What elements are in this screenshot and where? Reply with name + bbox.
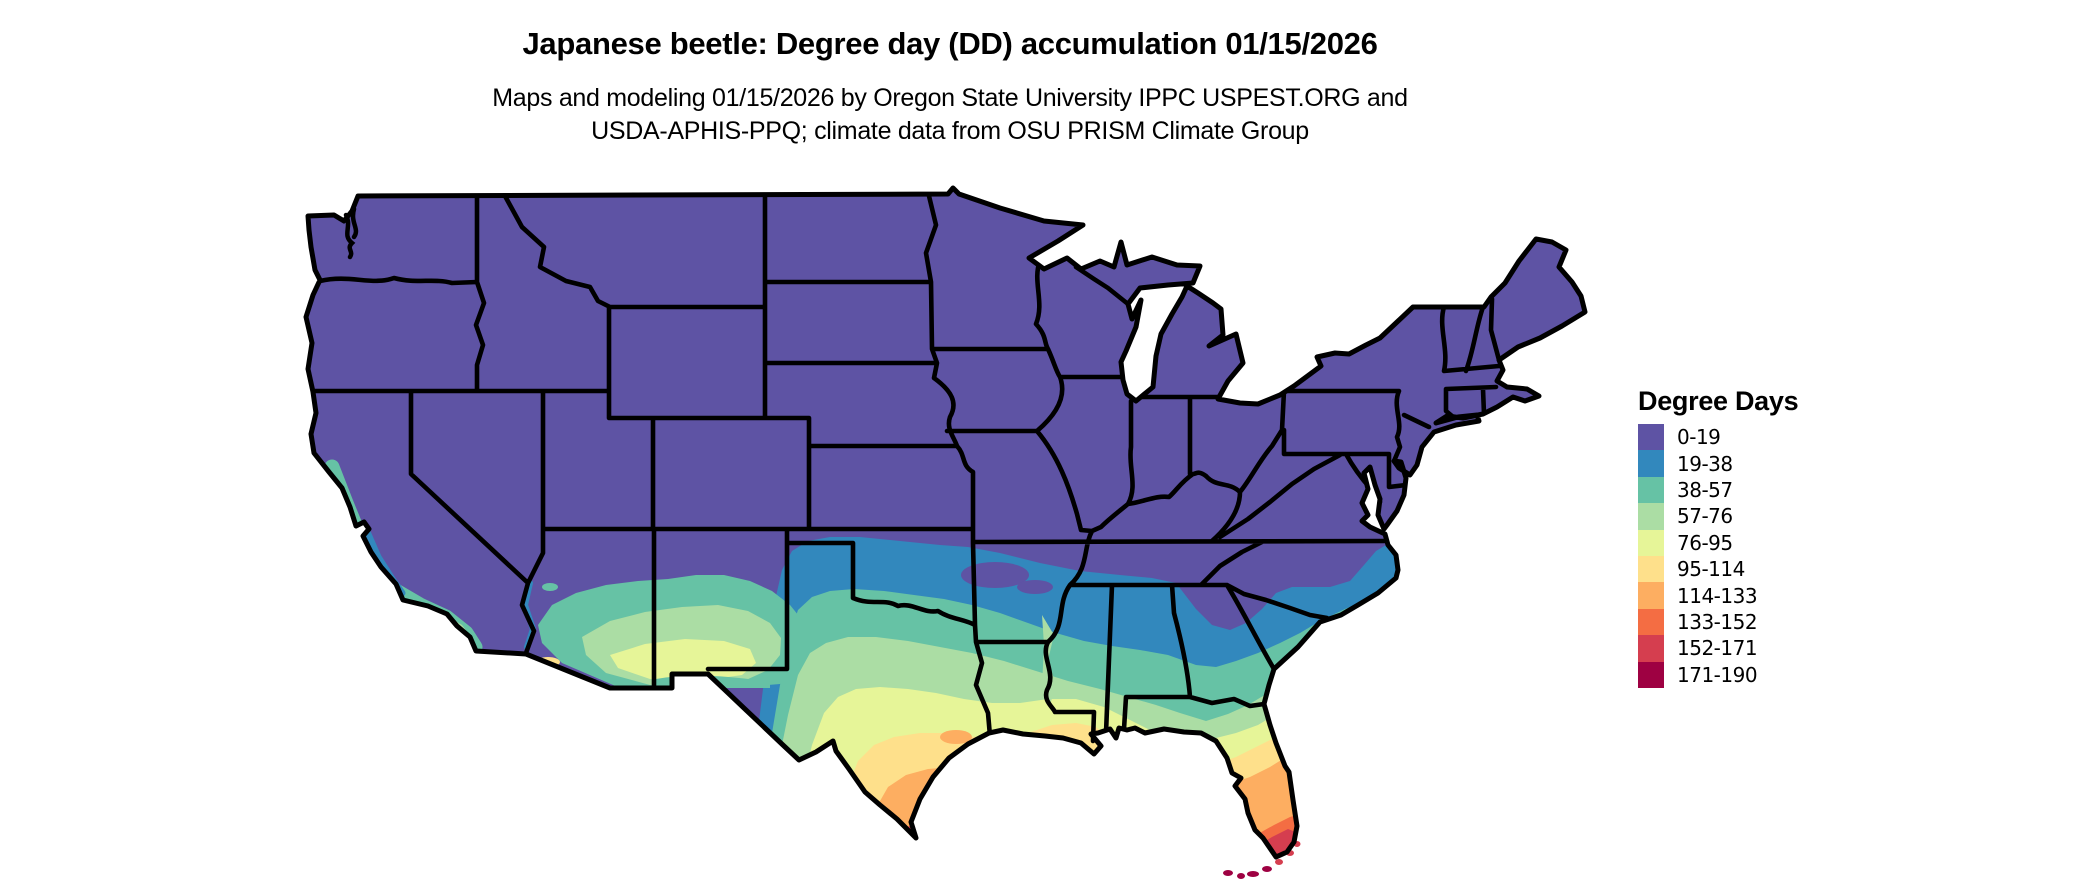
legend-swatch: [1638, 450, 1664, 477]
legend-swatch: [1638, 424, 1664, 451]
map-subtitle-line-2: USDA-APHIS-PPQ; climate data from OSU PR…: [591, 117, 1309, 145]
legend-item: 76-95: [1638, 529, 1858, 556]
nevada-teal-speck: [542, 583, 558, 591]
legend-label: 114-133: [1677, 583, 1758, 608]
legend-swatch: [1638, 476, 1664, 504]
legend-swatch: [1638, 608, 1664, 636]
ozark-purple-patch-2: [1017, 580, 1053, 594]
legend-swatch: [1638, 555, 1664, 583]
legend-label: 95-114: [1677, 557, 1745, 582]
legend-item: 0-19: [1638, 424, 1858, 451]
map-subtitle-line-1: Maps and modeling 01/15/2026 by Oregon S…: [492, 84, 1408, 112]
legend-title: Degree Days: [1638, 386, 1799, 416]
puget-sound-detail: [343, 206, 359, 260]
legend-item: 114-133: [1638, 582, 1858, 609]
us-degree-day-map: [300, 185, 1600, 885]
legend-swatch: [1638, 661, 1664, 688]
legend-item: 57-76: [1638, 503, 1858, 530]
map-title: Japanese beetle: Degree day (DD) accumul…: [522, 26, 1378, 61]
legend-label: 57-76: [1677, 504, 1733, 529]
legend-item: 171-190: [1638, 661, 1858, 688]
legend-item: 133-152: [1638, 608, 1858, 636]
socal-yellow-speck: [441, 629, 451, 635]
map-subtitle: Maps and modeling 01/15/2026 by Oregon S…: [250, 82, 1650, 148]
legend-item: 95-114: [1638, 555, 1858, 583]
houston-orange-patch: [940, 730, 972, 744]
band-0-19: [306, 188, 1585, 857]
florida-keys: [1223, 841, 1301, 879]
legend-label: 133-152: [1677, 609, 1758, 634]
socal-pale-patch: [421, 618, 439, 626]
legend-label: 152-171: [1677, 636, 1758, 661]
legend-item: 38-57: [1638, 476, 1858, 504]
legend-label: 19-38: [1677, 451, 1733, 476]
state-borders: [310, 190, 1502, 744]
band-95-114: [822, 717, 1585, 857]
band-114-133: [848, 749, 1585, 857]
us-map-svg: [300, 185, 1600, 879]
legend-item: 19-38: [1638, 450, 1858, 477]
legend-label: 38-57: [1677, 477, 1733, 502]
degree-days-legend: Degree Days 0-19 19-38 38-57 57-76 76-95…: [1638, 386, 1858, 688]
legend-swatch: [1638, 582, 1664, 609]
legend-swatch: [1638, 503, 1664, 530]
legend-swatch: [1638, 635, 1664, 662]
legend-item: 152-171: [1638, 635, 1858, 662]
legend-swatch: [1638, 529, 1664, 556]
band-133-152: [876, 811, 1585, 857]
degree-day-raster: [306, 188, 1585, 857]
legend-label: 76-95: [1677, 530, 1733, 555]
ozark-purple-patch: [961, 562, 1029, 588]
legend-label: 0-19: [1677, 425, 1721, 450]
legend-label: 171-190: [1677, 662, 1758, 687]
